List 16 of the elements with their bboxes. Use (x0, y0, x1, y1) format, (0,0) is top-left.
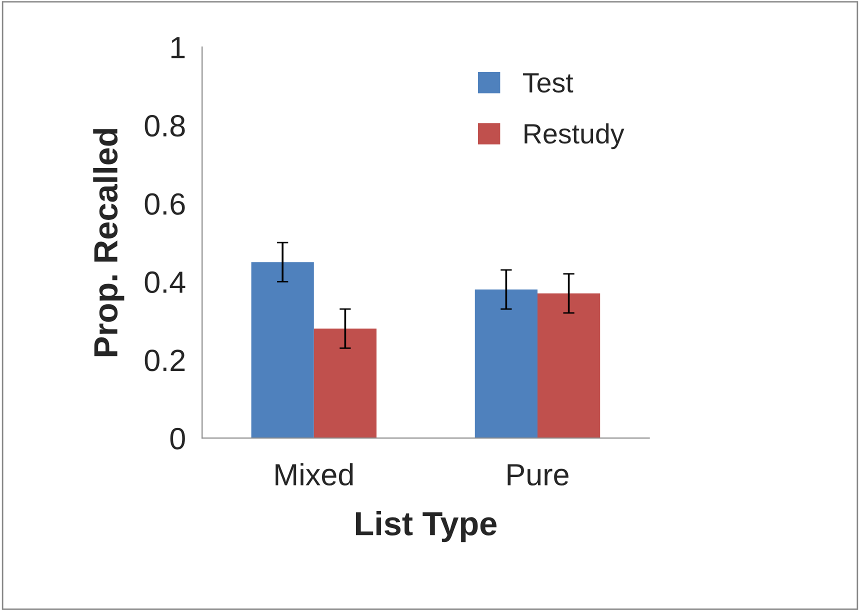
bar (474, 289, 538, 438)
y-tick-label: 0.2 (144, 350, 185, 372)
y-axis-title: Prop. Recalled (93, 128, 124, 356)
x-tick-label: Mixed (276, 463, 353, 486)
bar (314, 328, 377, 438)
bar (538, 293, 600, 438)
x-axis-title: List Type (356, 511, 496, 542)
y-tick-label: 0.8 (144, 114, 185, 137)
y-tick-label: 0.6 (144, 193, 185, 215)
legend-label: Test (523, 73, 574, 93)
y-tick-label: 0.4 (144, 271, 186, 294)
y-tick-label: 1 (171, 37, 185, 58)
x-tick-label: Pure (508, 464, 568, 486)
bar (251, 262, 314, 438)
y-tick-label: 0 (170, 428, 185, 450)
legend-label: Restudy (524, 123, 624, 150)
